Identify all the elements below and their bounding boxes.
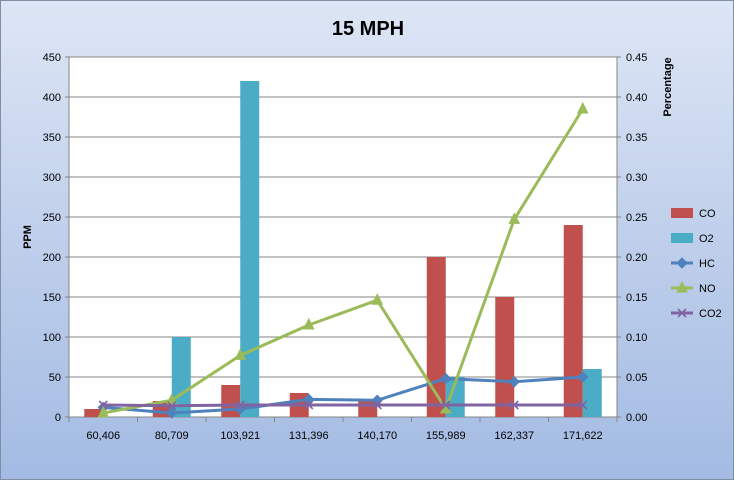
y-right-tick-label: 0.05	[626, 372, 647, 384]
x-tick-label: 60,406	[86, 430, 120, 442]
legend-label-hc: HC	[699, 258, 715, 270]
legend: CO O2 HC NO CO2	[671, 208, 722, 320]
y-right-tick-label: 0.10	[626, 332, 647, 344]
legend-swatch-co	[671, 208, 693, 218]
y-right-tick-label: 0.25	[626, 212, 647, 224]
point-no	[165, 393, 178, 405]
legend-label-o2: O2	[699, 233, 714, 245]
plot-area	[68, 56, 618, 418]
point-co2	[304, 400, 314, 410]
point-no	[576, 101, 589, 114]
legend-label-no: NO	[699, 283, 716, 295]
point-hc	[508, 376, 520, 388]
series-line-no	[102, 108, 585, 415]
y-right-tick-label: 0.00	[626, 412, 647, 424]
bar-co	[221, 385, 241, 417]
point-no	[234, 348, 247, 360]
x-tick-label: 80,709	[155, 430, 189, 442]
bar-co	[563, 225, 583, 417]
gridlines	[69, 96, 617, 378]
point-hc	[166, 407, 178, 419]
y-right-tick-label: 0.45	[626, 52, 647, 64]
y-right-tick-label: 0.15	[626, 292, 647, 304]
bar-o2	[582, 369, 602, 417]
series-line-hc	[103, 375, 583, 415]
y-right-tick-label: 0.30	[626, 172, 647, 184]
point-no	[302, 317, 315, 330]
bar-co	[84, 409, 104, 417]
y-left-tick-label: 50	[49, 372, 61, 384]
chart-title: 15 MPH	[332, 18, 404, 40]
y-left-tick-label: 150	[43, 292, 61, 304]
point-hc	[440, 372, 452, 385]
y-left-tick-label: 200	[43, 252, 61, 264]
point-co2	[235, 400, 245, 410]
point-no	[97, 405, 110, 418]
y-left-tick-label: 400	[43, 92, 61, 104]
bar-o2	[445, 377, 465, 417]
point-no	[371, 293, 384, 305]
point-hc	[577, 371, 589, 383]
x-tick-label: 162,337	[494, 430, 534, 442]
bar-co	[426, 257, 446, 417]
legend-label-co2: CO2	[699, 308, 722, 320]
x-tick-label: 171,622	[563, 430, 603, 442]
y-left-tick-label: 250	[43, 212, 61, 224]
legend-swatch-o2	[671, 233, 693, 243]
x-tick-label: 131,396	[289, 430, 329, 442]
bar-co	[358, 401, 378, 417]
point-co2	[441, 400, 451, 410]
point-co2	[167, 401, 177, 411]
y-right-tick-label: 0.35	[626, 132, 647, 144]
legend-label-co: CO	[699, 208, 716, 220]
y-left-tick-label: 450	[43, 52, 61, 64]
series-line-co2	[103, 403, 583, 408]
y-left-tick-label: 0	[55, 412, 61, 424]
point-co2	[578, 400, 588, 410]
bar-o2	[240, 81, 260, 417]
x-tick-label: 155,989	[426, 430, 466, 442]
line-layer	[97, 101, 688, 419]
y-right-tick-label: 0.40	[626, 92, 647, 104]
point-co2	[509, 400, 519, 410]
y-left-tick-label: 100	[43, 332, 61, 344]
y-left-tick-label: 350	[43, 132, 61, 144]
y-right-tick-label: 0.20	[626, 252, 647, 264]
axes: 0 50 100 150 200 250 300 350 400 450 0.00 0.05 0.10 0…	[43, 52, 648, 442]
y-left-tick-label: 300	[43, 172, 61, 184]
bar-co	[495, 297, 515, 417]
point-co2	[98, 400, 108, 410]
x-tick-label: 103,921	[220, 430, 260, 442]
x-tick-label: 140,170	[357, 430, 397, 442]
y-axis-right-title: Percentage	[662, 57, 674, 116]
point-no	[508, 212, 521, 224]
point-co2	[372, 400, 382, 410]
y-axis-left-title: PPM	[22, 225, 34, 249]
